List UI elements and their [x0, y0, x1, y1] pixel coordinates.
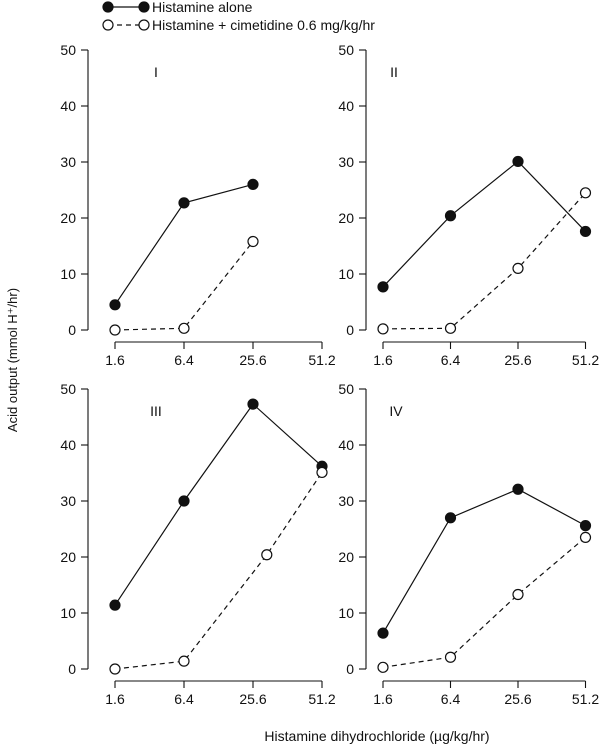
histamine-cimetidine-point-2 — [444, 322, 457, 334]
x-tick-label: 1.6 — [373, 691, 393, 707]
x-tick-label: 25.6 — [239, 691, 266, 707]
y-tick-label: 20 — [60, 549, 76, 565]
x-tick-label: 6.4 — [174, 691, 194, 707]
histamine-cimetidine-point-1 — [377, 323, 389, 335]
histamine-alone-point-3 — [512, 155, 524, 168]
panel-label: IV — [389, 403, 403, 419]
y-tick-label: 40 — [338, 98, 354, 114]
panel-II: 0 10 20 30 40 50 1.6 6.4 25.6 51.2 II — [338, 42, 599, 368]
x-tick-label: 51.2 — [572, 352, 599, 368]
y-tick-label: 10 — [60, 605, 76, 621]
histamine-cimetidine-line — [114, 241, 254, 331]
histamine-cimetidine-point-1 — [109, 324, 121, 336]
y-tick-label: 50 — [338, 42, 354, 58]
y-tick-label: 10 — [60, 266, 76, 282]
histamine-alone-point-3 — [512, 483, 524, 495]
y-tick-label: 50 — [338, 381, 354, 397]
y-axis-label: Acid output (mmol H⁺/hr) — [5, 288, 20, 432]
y-tick-label: 20 — [338, 549, 354, 565]
histamine-alone-point-1 — [109, 599, 121, 611]
histamine-alone-line — [382, 488, 586, 634]
legend: Histamine alone Histamine + cimetidine 0.… — [102, 0, 375, 33]
x-tick-label: 1.6 — [373, 352, 393, 368]
histamine-alone-point-3 — [247, 398, 259, 410]
panel-label: II — [390, 64, 398, 80]
histamine-alone-point-1 — [377, 281, 389, 293]
histamine-cimetidine-point-4 — [579, 531, 592, 544]
x-tick-label: 25.6 — [239, 352, 266, 368]
y-tick-label: 10 — [338, 266, 354, 282]
panel-I: 0 10 20 30 40 50 1.6 6.4 25.6 51.2 I — [60, 42, 335, 368]
x-tick-label: 51.2 — [572, 691, 599, 707]
panel-label: III — [150, 403, 162, 419]
y-tick-label: 20 — [338, 210, 354, 226]
y-tick-label: 10 — [338, 605, 354, 621]
y-tick-label: 40 — [60, 437, 76, 453]
histamine-alone-point-3 — [247, 178, 259, 190]
histamine-cimetidine-point-3 — [512, 262, 524, 274]
y-tick-label: 40 — [338, 437, 354, 453]
legend-marker-1-1 — [102, 1, 114, 13]
histamine-cimetidine-point-3 — [512, 588, 524, 601]
histamine-cimetidine-point-2 — [178, 322, 190, 334]
histamine-cimetidine-point-1 — [377, 661, 389, 673]
histamine-alone-point-4 — [579, 520, 592, 532]
y-tick-label: 50 — [60, 42, 76, 58]
x-tick-label: 6.4 — [441, 352, 461, 368]
legend-label-2: Histamine + cimetidine 0.6 mg/kg/hr — [152, 17, 375, 33]
legend-marker-2-1 — [102, 19, 114, 31]
x-tick-label: 25.6 — [504, 352, 531, 368]
y-tick-label: 30 — [338, 154, 354, 170]
legend-marker-2-2 — [138, 19, 150, 31]
panels: 0 10 20 30 40 50 1.6 6.4 25.6 51.2 I 0 10 20 30 40 50 1.6… — [60, 42, 599, 707]
y-tick-label: 0 — [346, 661, 354, 677]
histamine-alone-point-1 — [377, 627, 389, 639]
legend-marker-1-2 — [138, 1, 150, 13]
x-tick-label: 1.6 — [105, 352, 125, 368]
histamine-alone-point-2 — [178, 495, 190, 507]
y-tick-label: 0 — [68, 661, 76, 677]
histamine-alone-point-4 — [579, 225, 592, 238]
histamine-alone-line — [382, 160, 586, 288]
x-tick-label: 6.4 — [441, 691, 461, 707]
panel-IV: 0 10 20 30 40 50 1.6 6.4 25.6 51.2 IV — [338, 381, 599, 707]
y-tick-label: 30 — [60, 154, 76, 170]
y-tick-label: 0 — [346, 322, 354, 338]
y-tick-label: 30 — [60, 493, 76, 509]
y-tick-label: 40 — [60, 98, 76, 114]
histamine-cimetidine-point-1 — [109, 663, 121, 675]
x-axis-label: Histamine dihydrochloride (µg/kg/hr) — [264, 728, 489, 744]
histamine-cimetidine-point-2 — [178, 655, 190, 667]
x-tick-label: 1.6 — [105, 691, 125, 707]
histamine-cimetidine-point-3 — [247, 235, 259, 248]
y-tick-label: 50 — [60, 381, 76, 397]
histamine-alone-point-2 — [444, 210, 457, 222]
x-tick-label: 25.6 — [504, 691, 531, 707]
histamine-cimetidine-point-2 — [444, 651, 457, 663]
x-tick-label: 51.2 — [308, 352, 335, 368]
histamine-cimetidine-point-4 — [316, 466, 328, 479]
histamine-alone-point-2 — [178, 197, 190, 209]
x-tick-label: 6.4 — [174, 352, 194, 368]
histamine-alone-line — [114, 403, 323, 606]
legend-label-1: Histamine alone — [152, 0, 253, 15]
histamine-cimetidine-line — [382, 192, 586, 330]
y-tick-label: 20 — [60, 210, 76, 226]
histamine-cimetidine-line — [114, 472, 323, 670]
histamine-cimetidine-line — [382, 536, 586, 668]
y-tick-label: 30 — [338, 493, 354, 509]
histamine-cimetidine-point-3 — [261, 549, 273, 561]
histamine-alone-point-1 — [109, 299, 121, 311]
histamine-alone-point-2 — [444, 512, 457, 524]
histamine-cimetidine-point-4 — [579, 187, 592, 199]
y-tick-label: 0 — [68, 322, 76, 338]
panel-III: 0 10 20 30 40 50 1.6 6.4 25.6 51.2 III — [60, 381, 335, 707]
x-tick-label: 51.2 — [308, 691, 335, 707]
panel-label: I — [154, 64, 158, 80]
